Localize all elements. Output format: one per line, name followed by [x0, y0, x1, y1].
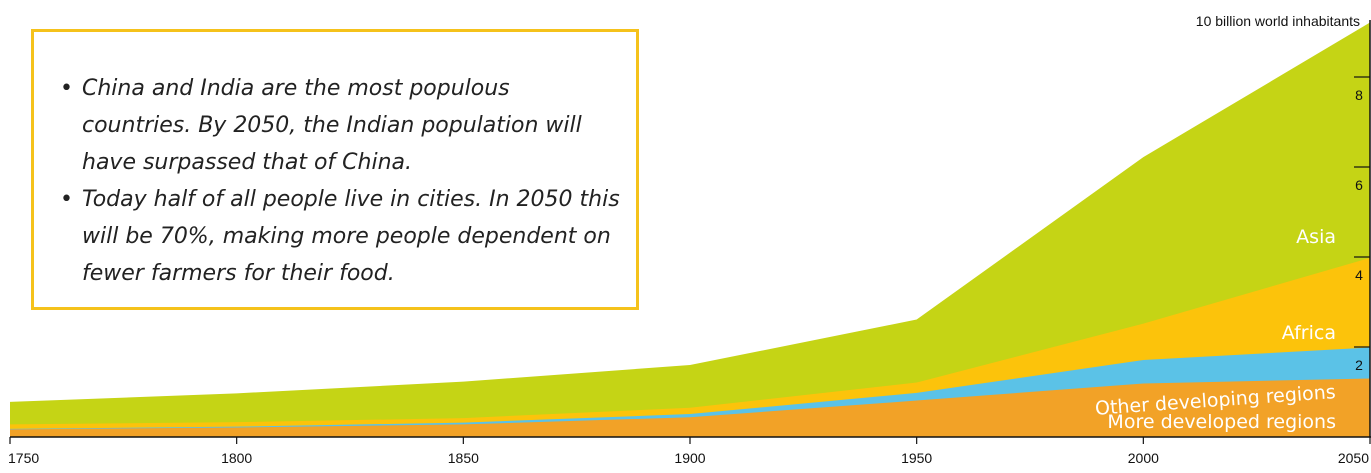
y-tick-label: 8: [1355, 87, 1363, 103]
y-tick-label: 2: [1355, 357, 1363, 373]
info-box: • China and India are the most populous c…: [31, 29, 639, 310]
area-layers: [10, 22, 1370, 438]
x-axis-ticks: 1750 1800 1850 1900 1950 2000 2050: [8, 437, 1371, 466]
info-text: China and India are the most populous co…: [82, 76, 582, 175]
y-axis-ticks: 2 4 6 8: [1354, 76, 1370, 373]
region-label-asia: Asia: [1296, 226, 1336, 248]
info-item: • China and India are the most populous c…: [60, 70, 620, 181]
x-tick-label: 2000: [1128, 450, 1159, 466]
info-item: • Today half of all people live in cities…: [60, 181, 620, 292]
y-tick-label: 4: [1355, 267, 1363, 283]
area-asia: [10, 22, 1370, 438]
region-label-africa: Africa: [1282, 322, 1336, 344]
bullet-icon: •: [60, 187, 73, 212]
x-tick-label: 1750: [8, 450, 39, 466]
x-tick-label: 2050: [1338, 450, 1369, 466]
x-tick-label: 1900: [674, 450, 705, 466]
x-tick-label: 1950: [901, 450, 932, 466]
x-tick-label: 1850: [448, 450, 479, 466]
top-caption: 10 billion world inhabitants: [1196, 13, 1360, 29]
info-list: • China and India are the most populous c…: [60, 70, 620, 292]
y-tick-label: 6: [1355, 177, 1363, 193]
bullet-icon: •: [60, 76, 73, 101]
area-more-developed-regions: [10, 378, 1370, 437]
region-label-more-developed-regions: More developed regions: [1107, 411, 1336, 433]
info-text: Today half of all people live in cities.…: [82, 187, 620, 286]
x-tick-label: 1800: [221, 450, 252, 466]
